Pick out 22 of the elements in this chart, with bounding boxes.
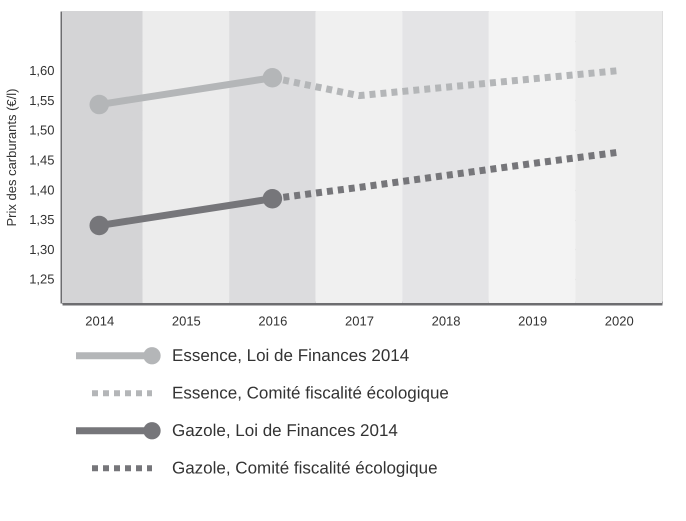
legend-label: Essence, Loi de Finances 2014: [172, 346, 410, 365]
x-tick-label: 2017: [345, 314, 374, 328]
point: [89, 216, 109, 236]
y-tick-label: 1,55: [29, 92, 54, 108]
y-tick-label: 1,25: [29, 272, 54, 287]
x-tick-label: 2015: [172, 314, 201, 328]
legend-label: Gazole, Comité fiscalité écologique: [172, 458, 438, 478]
y-axis-title: Prix des carburants (€/l): [4, 88, 20, 226]
legend-label: Essence, Comité fiscalité écologique: [172, 383, 449, 402]
legend-label: Gazole, Loi de Finances 2014: [172, 420, 398, 440]
y-tick-label: 1,50: [29, 122, 54, 138]
x-tick-label: 2014: [85, 314, 114, 328]
x-tick-label: 2019: [518, 314, 548, 328]
y-tick-label: 1,30: [29, 242, 54, 257]
y-tick-label: 1,45: [29, 152, 54, 168]
x-tick-label: 2018: [432, 314, 461, 328]
y-tick-label: 1,35: [29, 212, 54, 228]
y-tick-label: 1,40: [29, 182, 54, 198]
x-tick-label: 2016: [258, 314, 288, 328]
x-tick-label: 2020: [604, 314, 634, 328]
y-tick-label: 1,60: [29, 63, 54, 78]
point: [89, 94, 109, 114]
